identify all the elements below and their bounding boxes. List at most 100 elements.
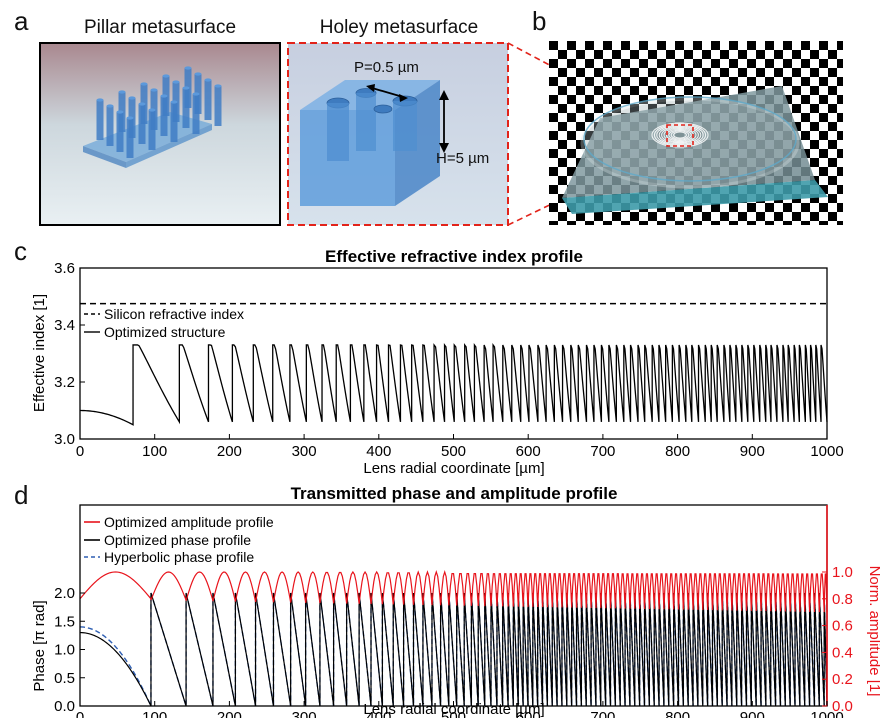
pillar-top — [162, 74, 170, 78]
chart-d-xtick-label: 1000 — [810, 709, 843, 718]
chart-d-ylabel-right: Norm. amplitude [1] — [866, 566, 880, 697]
pillar-top — [150, 88, 158, 92]
chart-d-ytick-right-label: 0.2 — [832, 671, 853, 688]
chart-d-ytick-left-label: 1.0 — [54, 642, 75, 659]
chart-c-axes: 0 100 200 300 400 500 600 700 800 900 1000 3.0 3.2 3.… — [54, 260, 844, 460]
panel-label-b: b — [532, 6, 547, 36]
chart-c-xlabel: Lens radial coordinate [µm] — [363, 460, 544, 477]
chart-c-xtick-label: 100 — [142, 443, 167, 460]
pillar — [126, 118, 134, 158]
lens-ring — [656, 124, 704, 146]
pillar — [138, 104, 146, 144]
zoom-region-marker — [666, 124, 694, 147]
pillar-top — [126, 116, 134, 120]
pillar — [182, 88, 190, 128]
pillar — [116, 112, 124, 152]
chart-d-xtick-label: 100 — [142, 709, 167, 718]
optimized-phase-line — [79, 592, 828, 707]
chart-d-ytick-right-label: 1.0 — [832, 564, 853, 581]
pillar — [192, 94, 200, 134]
legend-phase-label: Optimized phase profile — [104, 532, 251, 548]
chart-d-ytick-left-label: 1.5 — [54, 613, 75, 630]
pillar — [214, 86, 222, 126]
chart-c-legend: Silicon refractive index Optimized struc… — [84, 306, 244, 340]
pillar-top — [96, 98, 104, 102]
amplitude-line — [79, 569, 828, 613]
pillar-top — [138, 102, 146, 106]
chart-d-xtick-label: 700 — [590, 709, 615, 718]
pillar-top — [170, 100, 178, 104]
pillar-top — [118, 90, 126, 94]
chart-c-xtick-label: 700 — [590, 443, 615, 460]
chart-c-xtick-label: 900 — [740, 443, 765, 460]
chart-d-ytick-right-label: 0.8 — [832, 591, 853, 608]
chart-c-ytick-label: 3.2 — [54, 374, 75, 391]
chart-d-ytick-left-label: 0.5 — [54, 670, 75, 687]
holey-metasurface-illustration: P=0.5 µm H=5 µm — [287, 42, 509, 226]
metalens-illustration — [549, 41, 843, 225]
pillar-top — [116, 110, 124, 114]
chart-d-xtick-label: 800 — [665, 709, 690, 718]
pillar-top — [172, 80, 180, 84]
chart-d-xtick-label: 200 — [217, 709, 242, 718]
pillar-top — [140, 82, 148, 86]
chart-c-xtick-label: 300 — [292, 443, 317, 460]
lens-ring — [670, 130, 690, 140]
pillar-top — [184, 66, 192, 70]
pillar-top — [194, 72, 202, 76]
pillar — [160, 96, 168, 136]
chart-d-title: Transmitted phase and amplitude profile — [291, 484, 618, 503]
pillar-top — [106, 104, 114, 108]
chart-d-xtick-label: 900 — [740, 709, 765, 718]
chart-d-xtick-label: 500 — [441, 709, 466, 718]
pillar-array — [96, 66, 222, 158]
chart-c-xtick-label: 200 — [217, 443, 242, 460]
chart-c-ytick-label: 3.0 — [54, 431, 75, 448]
holey-metasurface-title: Holey metasurface — [319, 17, 479, 38]
chart-d-xtick-label: 600 — [516, 709, 541, 718]
pillar-metasurface-illustration — [39, 42, 281, 226]
chart-d-axes: 0 100 200 300 400 500 600 700 800 900 10000.00.51.… — [54, 564, 853, 718]
chart-d-ytick-left-label: 0.0 — [54, 698, 75, 715]
chart-c-xtick-label: 600 — [516, 443, 541, 460]
height-label: H=5 µm — [436, 150, 489, 167]
pillar-top — [148, 108, 156, 112]
lens-ring — [658, 125, 702, 145]
chart-c-ytick-label: 3.6 — [54, 260, 75, 277]
chart-d-plot — [79, 569, 828, 707]
pillar-top — [214, 84, 222, 88]
legend-amplitude-label: Optimized amplitude profile — [104, 514, 274, 530]
legend-silicon-label: Silicon refractive index — [104, 306, 244, 322]
pillar — [204, 80, 212, 120]
chart-c-ytick-label: 3.4 — [54, 317, 75, 334]
chart-c-xtick-label: 800 — [665, 443, 690, 460]
pillar-top — [182, 86, 190, 90]
pillar-top — [128, 96, 136, 100]
legend-optimized-label: Optimized structure — [104, 324, 226, 340]
pillar-top — [160, 94, 168, 98]
chart-d-legend: Optimized amplitude profile Optimized ph… — [84, 514, 274, 565]
chart-d-xtick-label: 300 — [292, 709, 317, 718]
chart-c-plot — [79, 302, 828, 426]
chart-c-title: Effective refractive index profile — [325, 247, 583, 266]
chart-d-ytick-right-label: 0.0 — [832, 698, 853, 715]
panel-label-d: d — [14, 480, 29, 510]
lens-ring — [661, 126, 699, 144]
period-label: P=0.5 µm — [354, 59, 419, 76]
chart-c-xtick-label: 1000 — [810, 443, 843, 460]
optimized-index-line — [79, 342, 828, 426]
panel-label-a: a — [14, 6, 29, 36]
chart-d-ytick-right-label: 0.6 — [832, 618, 853, 635]
chart-d-ytick-left-label: 2.0 — [54, 585, 75, 602]
chart-d-xtick-label: 0 — [76, 709, 84, 718]
pillar — [106, 106, 114, 146]
lens-ring — [651, 122, 709, 148]
chart-d-xlabel: Lens radial coordinate [µm] — [363, 701, 544, 718]
lens-ring — [673, 131, 687, 139]
legend-hyperbolic-label: Hyperbolic phase profile — [104, 549, 254, 565]
chart-c-xtick-label: 500 — [441, 443, 466, 460]
pillar — [170, 102, 178, 142]
pillar-top — [192, 92, 200, 96]
pillar-metasurface-title: Pillar metasurface — [83, 17, 237, 38]
